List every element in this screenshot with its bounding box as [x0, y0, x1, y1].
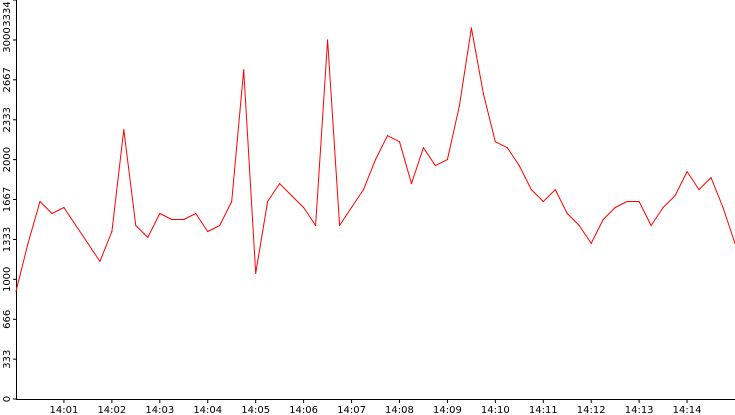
- y-tick-label: 1333: [2, 227, 13, 252]
- data-point: [446, 159, 448, 161]
- data-point: [183, 218, 185, 221]
- data-point: [267, 200, 269, 203]
- data-point: [554, 188, 556, 191]
- data-point: [243, 69, 245, 71]
- data-point: [578, 224, 580, 227]
- data-point: [303, 206, 305, 209]
- data-point: [542, 200, 544, 203]
- y-tick-label: 2667: [2, 67, 13, 92]
- data-point: [87, 242, 89, 245]
- data-point: [135, 224, 137, 227]
- data-point: [63, 206, 65, 209]
- x-tick-label: 14:06: [289, 405, 318, 415]
- y-tick-label: 3334: [2, 1, 13, 26]
- x-tick-label: 14:07: [337, 405, 366, 415]
- data-point: [219, 224, 221, 227]
- data-point: [231, 200, 233, 203]
- data-point: [422, 147, 425, 149]
- data-point: [590, 242, 592, 245]
- x-tick-label: 14:01: [50, 405, 79, 415]
- data-point: [171, 218, 173, 221]
- data-point: [279, 182, 281, 185]
- y-tick-label: 3000: [2, 27, 13, 52]
- x-tick-label: 14:13: [625, 405, 654, 415]
- data-point: [686, 171, 688, 173]
- data-point: [75, 224, 77, 227]
- data-point: [614, 206, 616, 209]
- data-point: [530, 188, 532, 191]
- data-point: [494, 141, 496, 143]
- data-point: [291, 194, 293, 197]
- data-point: [338, 224, 341, 227]
- x-tick-label: 14:12: [577, 405, 606, 415]
- series-layer: [15, 27, 735, 292]
- data-point: [326, 39, 329, 41]
- y-tick-label: 2000: [2, 147, 13, 172]
- data-point: [195, 212, 197, 215]
- data-point: [470, 27, 472, 29]
- x-tick-label: 14:03: [145, 405, 174, 415]
- data-point: [602, 218, 604, 221]
- data-point: [362, 188, 365, 191]
- data-point: [123, 129, 125, 131]
- data-point: [39, 200, 41, 203]
- x-tick-label: 14:05: [241, 405, 270, 415]
- data-point: [159, 212, 161, 215]
- data-point: [506, 147, 508, 149]
- data-point: [518, 165, 520, 167]
- y-tick-label: 1000: [2, 267, 13, 292]
- x-tick-label: 14:04: [193, 405, 222, 415]
- data-point: [710, 176, 712, 179]
- data-point: [674, 194, 676, 197]
- data-point: [566, 212, 568, 215]
- data-point: [314, 224, 317, 227]
- data-point: [434, 165, 437, 167]
- data-point: [398, 141, 401, 143]
- data-point: [482, 93, 484, 95]
- y-tick-label: 333: [2, 350, 13, 369]
- x-tick-label: 14:11: [529, 405, 558, 415]
- data-point: [207, 230, 209, 233]
- data-point: [255, 272, 257, 274]
- x-tick-label: 14:14: [673, 405, 702, 415]
- data-point: [51, 212, 53, 215]
- x-tick-label: 14:09: [433, 405, 462, 415]
- data-point: [15, 290, 17, 292]
- data-point: [650, 224, 652, 227]
- data-point: [99, 260, 101, 262]
- data-point: [638, 200, 640, 203]
- x-tick-label: 14:08: [385, 405, 414, 415]
- data-point: [147, 236, 149, 239]
- data-point: [626, 200, 628, 203]
- data-point: [410, 182, 413, 185]
- data-point: [111, 230, 113, 233]
- y-tick-label: 1667: [2, 187, 13, 212]
- data-point: [374, 159, 377, 161]
- data-point: [722, 206, 724, 209]
- data-point: [458, 105, 460, 107]
- x-tick-label: 14:10: [481, 405, 510, 415]
- data-point: [350, 206, 353, 209]
- x-axis: 14:01 14:02 14:03 14:04 14:05 14:06 14:07 14:08…: [16, 399, 735, 415]
- y-tick-label: 0: [2, 396, 13, 402]
- data-point: [698, 188, 700, 191]
- data-point: [662, 206, 664, 209]
- data-point: [27, 242, 29, 245]
- y-tick-label: 2333: [2, 107, 13, 132]
- y-tick-label: 666: [2, 310, 13, 329]
- data-point: [386, 135, 389, 137]
- x-tick-label: 14:02: [97, 405, 126, 415]
